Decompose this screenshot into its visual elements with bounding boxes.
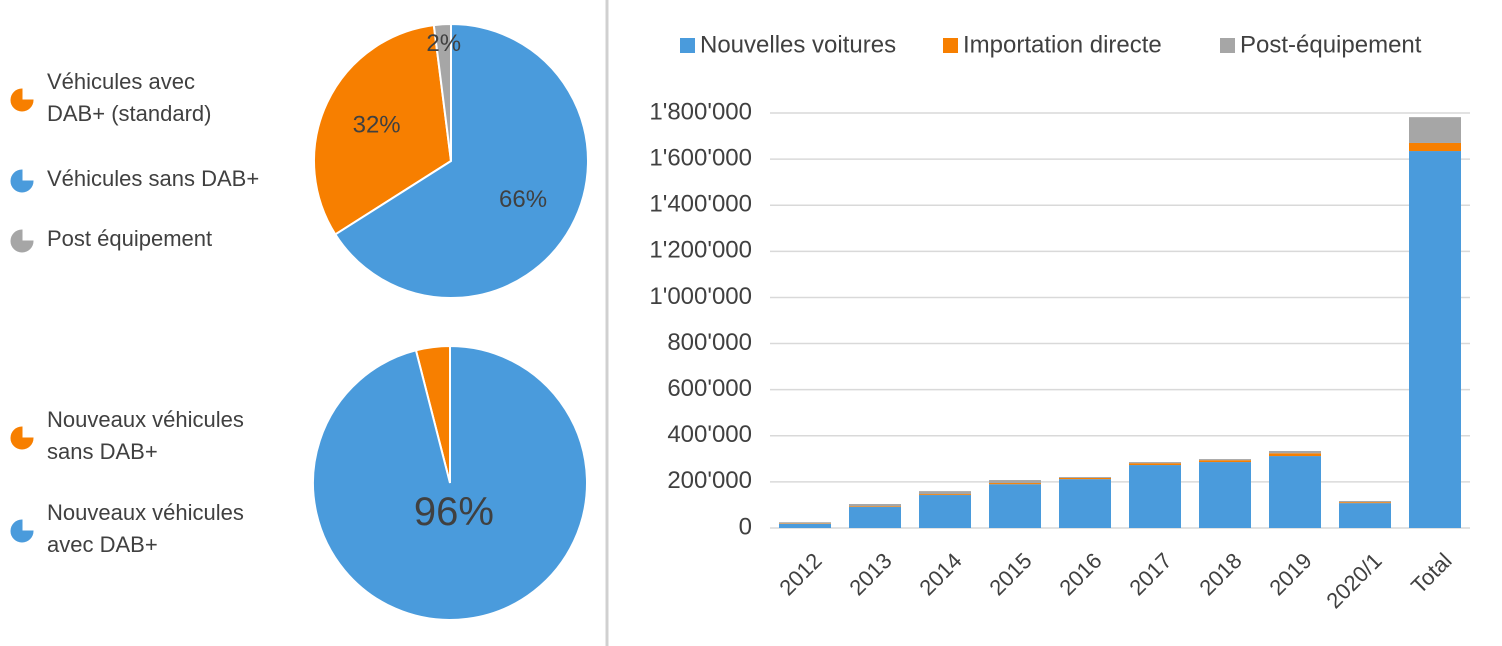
slice-label: 66% (499, 186, 547, 213)
y-tick-label: 1'400'000 (649, 191, 752, 218)
bar-segment (919, 495, 971, 528)
y-tick-label: 0 (739, 513, 752, 540)
bar-segment (1199, 462, 1251, 528)
legend-label: Nouveaux véhicules avec DAB+ (47, 500, 244, 557)
x-tick-label: 2016 (1054, 548, 1106, 600)
legend-icon (10, 426, 34, 450)
legend-label: Nouvelles voitures (700, 31, 896, 58)
bar-segment (1199, 459, 1251, 461)
bar-segment (849, 507, 901, 528)
bar-segment (849, 506, 901, 508)
y-tick-label: 800'000 (667, 329, 752, 356)
y-tick-label: 600'000 (667, 375, 752, 402)
legend-icon (10, 88, 34, 112)
bar-segment (1129, 462, 1181, 464)
x-tick-label: 2018 (1194, 548, 1246, 600)
legend-icon (10, 169, 34, 193)
legend-label: Nouveaux véhicules sans DAB+ (47, 407, 244, 464)
bar-segment (779, 523, 831, 528)
x-tick-label: 2020/1 (1321, 548, 1386, 613)
bar-segment (989, 483, 1041, 485)
legend-label: Véhicules sans DAB+ (47, 166, 260, 191)
bar-segment (1339, 503, 1391, 528)
legend-swatch (680, 38, 695, 53)
bar-segment (1129, 465, 1181, 528)
pie-slice (432, 22, 452, 162)
bar-segment (1269, 450, 1321, 454)
legend-label: Post équipement (47, 226, 213, 251)
bar-segment (1129, 463, 1181, 466)
legend-swatch (943, 38, 958, 53)
x-tick-label: 2015 (984, 548, 1036, 600)
x-tick-label: 2012 (774, 548, 826, 600)
bar-segment (1269, 453, 1321, 457)
bar-segment (989, 484, 1041, 528)
bar-segment (1059, 477, 1111, 478)
bar-segment (1059, 477, 1111, 480)
bar-segment (989, 480, 1041, 484)
y-tick-label: 1'200'000 (649, 237, 752, 264)
x-tick-label: 2017 (1124, 548, 1176, 600)
y-tick-label: 200'000 (667, 467, 752, 494)
pie-slice (312, 344, 588, 621)
bar-segment (1409, 117, 1461, 143)
bar-segment (779, 522, 831, 524)
slice-label: 32% (353, 111, 401, 138)
x-tick-label: 2014 (914, 548, 966, 600)
y-tick-label: 1'000'000 (649, 283, 752, 310)
x-tick-label: 2019 (1264, 548, 1316, 600)
legend-label: Post-équipement (1240, 31, 1422, 58)
legend-swatch (1220, 38, 1235, 53)
bar-segment (1199, 460, 1251, 463)
bar-segment (919, 494, 971, 496)
legend-icon (10, 229, 34, 253)
x-tick-label: Total (1406, 548, 1457, 599)
bar-segment (1409, 151, 1461, 528)
x-tick-label: 2013 (844, 548, 896, 600)
legend-label: Véhicules avec DAB+ (standard) (47, 69, 212, 126)
legend-label: Importation directe (963, 31, 1162, 58)
y-tick-label: 400'000 (667, 421, 752, 448)
bar-segment (1409, 142, 1461, 152)
slice-label: 2% (426, 30, 461, 57)
bar-segment (1339, 502, 1391, 504)
bar-segment (1269, 456, 1321, 528)
pie-slice (333, 22, 589, 299)
bar-segment (849, 504, 901, 507)
bar-segment (1059, 479, 1111, 528)
legend-icon (10, 519, 34, 543)
slice-label: 96% (414, 490, 494, 534)
y-tick-label: 1'600'000 (649, 144, 752, 171)
y-tick-label: 1'800'000 (649, 98, 752, 125)
bar-segment (1339, 501, 1391, 503)
bar-segment (919, 491, 971, 495)
